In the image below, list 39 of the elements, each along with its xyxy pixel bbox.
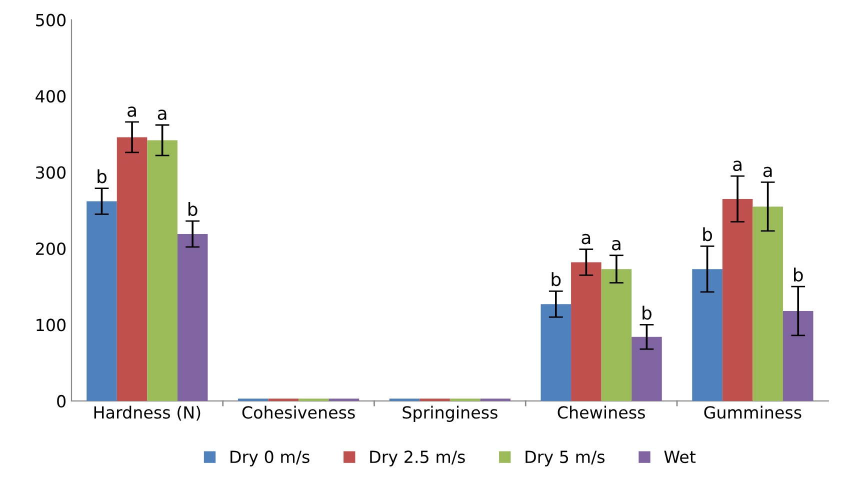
data-label: a	[733, 160, 742, 172]
data-label: b	[552, 272, 561, 286]
bar	[632, 336, 662, 401]
data-label: a	[128, 106, 136, 117]
data-label: b	[703, 227, 712, 242]
legend-label: Dry 0 m/s	[230, 450, 310, 466]
y-tick-label: 200	[36, 242, 66, 256]
bar	[692, 269, 722, 401]
x-tick-label: Chewiness	[558, 406, 645, 419]
bar	[86, 201, 117, 401]
data-label: b	[188, 202, 198, 216]
bar	[147, 140, 178, 401]
x-tick-label: Cohesiveness	[242, 406, 355, 419]
x-tick-label: Gumminess	[704, 406, 802, 419]
x-tick-label: Hardness (N)	[94, 406, 200, 421]
legend-label: Wet	[664, 450, 696, 464]
data-label: a	[582, 234, 590, 244]
bar	[540, 304, 572, 401]
bar	[752, 206, 783, 401]
data-label: a	[612, 240, 620, 250]
y-tick-label: 0	[57, 394, 66, 408]
legend-label: Dry 2.5 m/s	[370, 450, 465, 466]
data-label: a	[158, 110, 166, 120]
data-label: b	[642, 306, 652, 320]
y-tick-label: 500	[36, 14, 66, 26]
x-tick-label: Springiness	[402, 406, 498, 422]
y-tick-label: 100	[36, 318, 66, 332]
y-tick-label: 400	[36, 90, 66, 103]
bar	[571, 262, 602, 401]
data-label: a	[763, 166, 772, 178]
bar	[782, 311, 814, 401]
bar	[177, 234, 208, 401]
data-label: b	[98, 169, 107, 184]
legend-label: Dry 5 m/s	[526, 450, 605, 466]
y-tick-label: 300	[36, 166, 66, 179]
data-label: b	[794, 268, 803, 282]
bar	[722, 198, 753, 401]
bar	[116, 137, 148, 401]
bar	[601, 269, 632, 401]
